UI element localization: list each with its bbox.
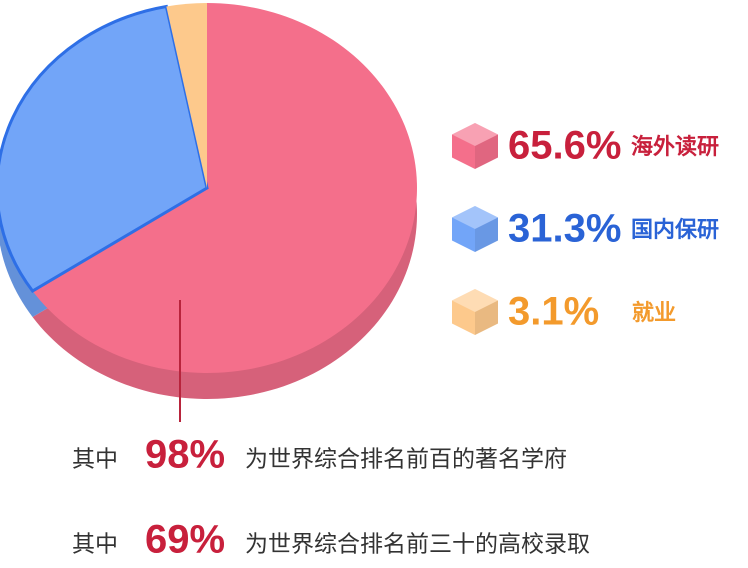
legend-cube-right — [475, 300, 498, 335]
pie-tops — [0, 3, 417, 373]
legend-cube-top — [452, 289, 498, 312]
annotation-text: 为世界综合排名前三十的高校录取 — [245, 532, 590, 558]
legend-cube — [452, 206, 498, 252]
legend-cube-right — [475, 134, 498, 169]
annotation-text: 为世界综合排名前百的著名学府 — [245, 447, 567, 473]
legend-label: 国内保研 — [631, 218, 719, 243]
legend-item: 31.3% 国内保研 — [452, 206, 719, 252]
legend-value: 3.1% — [508, 290, 599, 334]
legend-cube-right — [475, 217, 498, 252]
legend-cube — [452, 123, 498, 169]
slice — [0, 4, 209, 293]
legend-item: 65.6% 海外读研 — [452, 123, 719, 169]
pie — [0, 3, 417, 399]
slice — [166, 3, 207, 188]
annotation-prefix: 其中 — [72, 447, 118, 473]
legend-cube — [452, 289, 498, 335]
legend-value: 31.3% — [508, 207, 621, 251]
slice — [32, 3, 417, 373]
legend-value: 65.6% — [508, 124, 621, 168]
annotation-highlight: 98% — [145, 433, 225, 477]
legend-item: 3.1% 就业 — [452, 289, 676, 335]
legend-label: 海外读研 — [631, 134, 719, 160]
annotation-prefix: 其中 — [72, 532, 118, 558]
annotation-highlight: 69% — [145, 518, 225, 562]
legend-cube-top — [452, 206, 498, 229]
legend-cube-top — [452, 123, 498, 146]
legend-label: 就业 — [632, 300, 676, 326]
